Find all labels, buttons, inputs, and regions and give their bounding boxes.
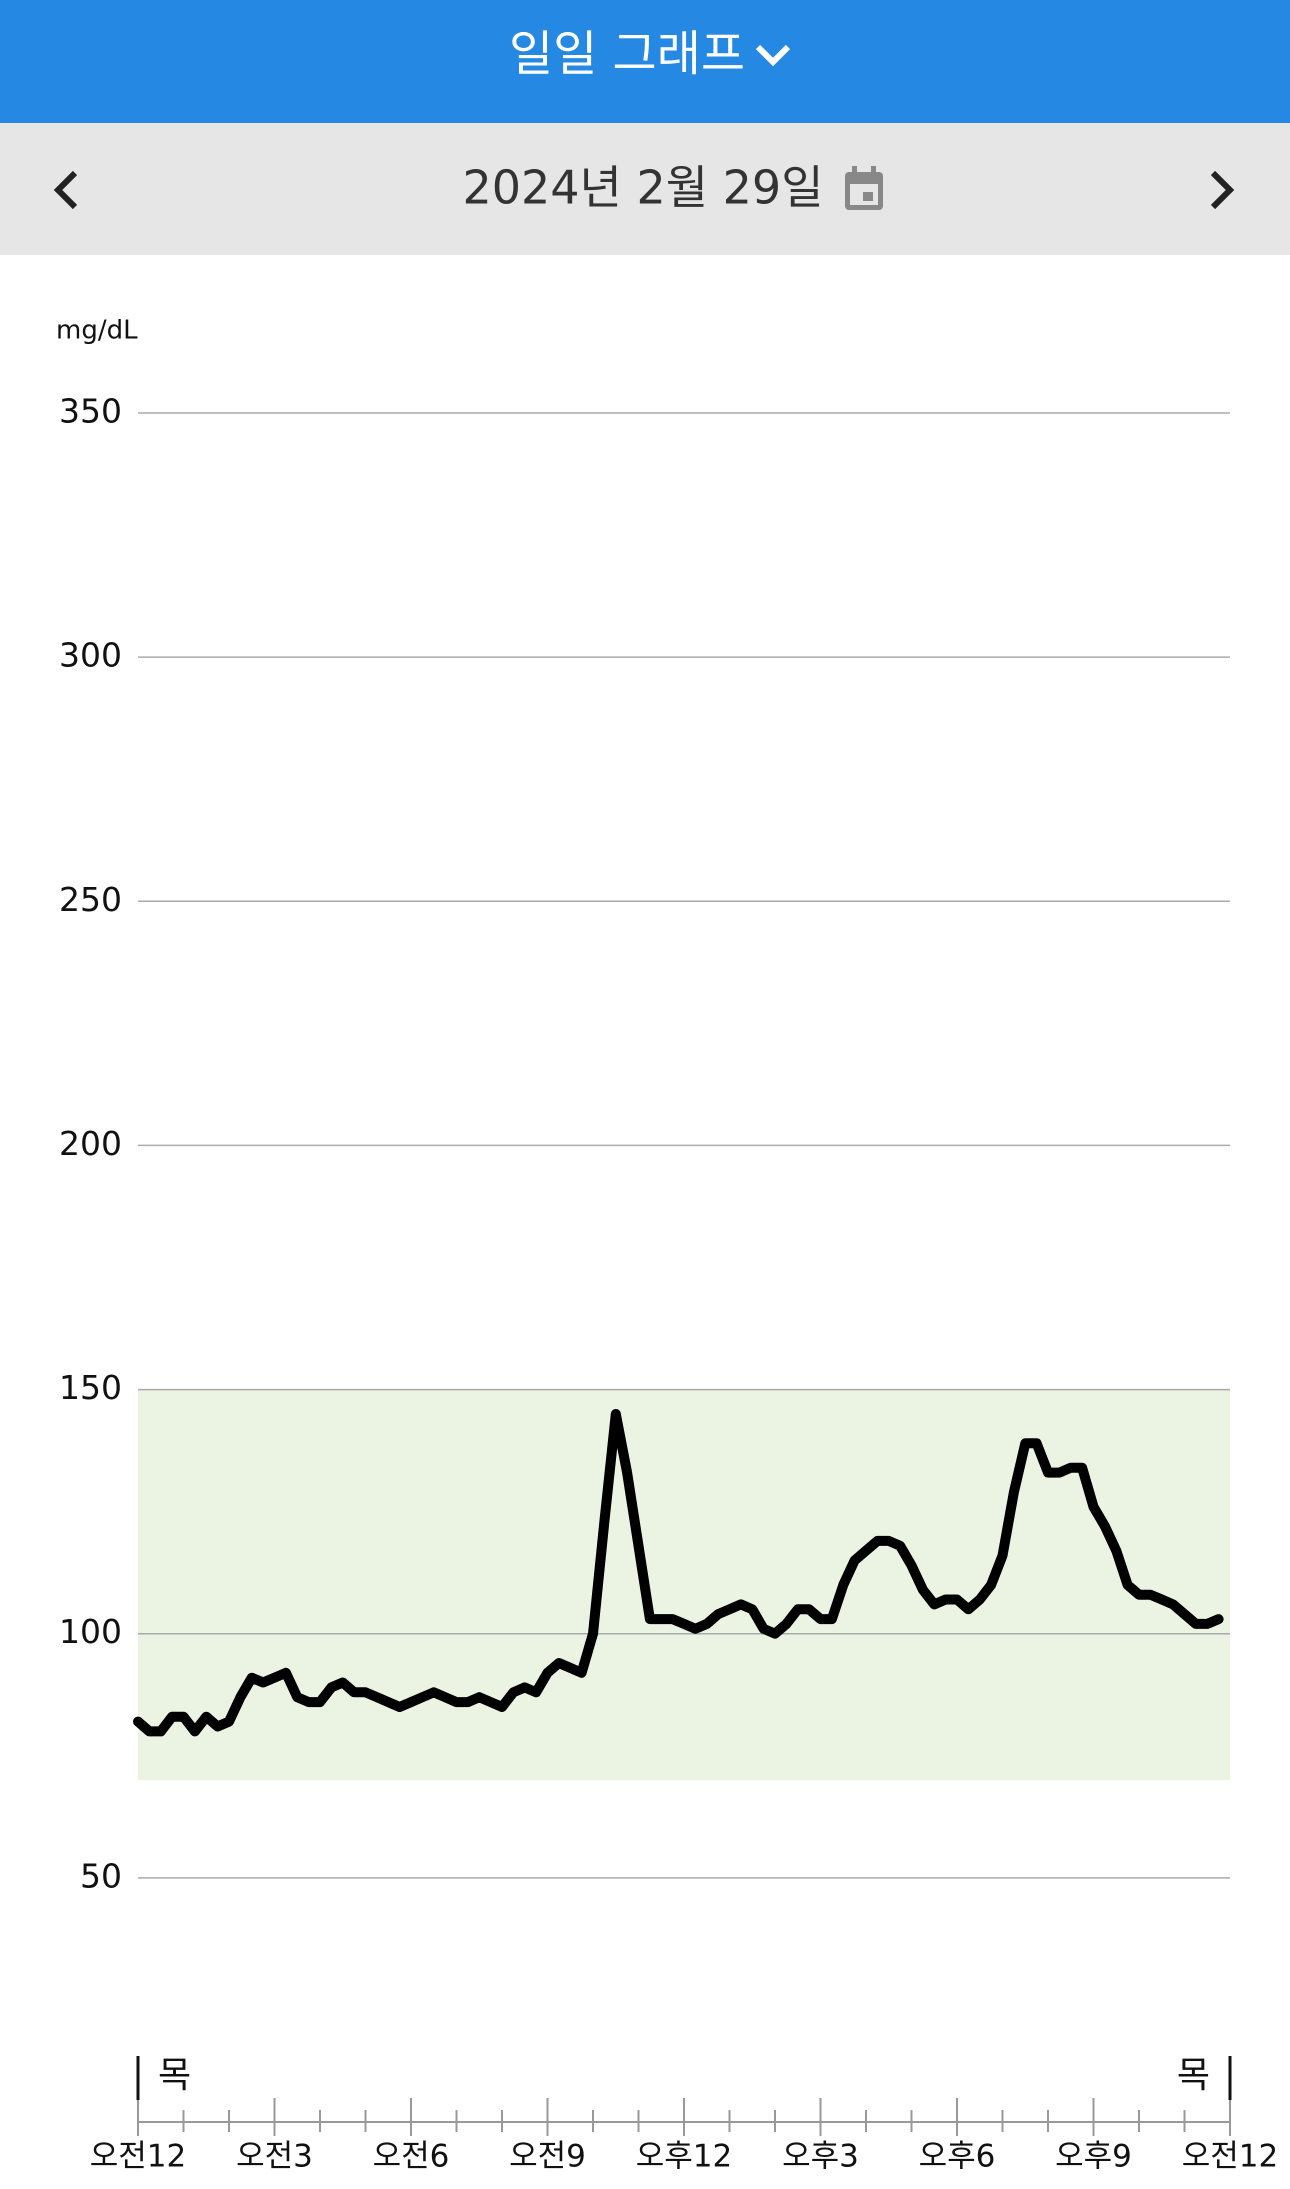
y-tick-label: 150	[59, 1368, 122, 1407]
dropdown-chevron[interactable]	[755, 44, 791, 67]
target-range-band	[138, 1389, 1230, 1781]
date-label: 2024년 2월 29일	[462, 161, 823, 215]
y-tick-label: 350	[59, 392, 122, 431]
y-tick-label: 50	[80, 1856, 122, 1895]
x-tick-label: 오후9	[1055, 2139, 1132, 2175]
x-tick-label: 오전9	[509, 2139, 586, 2175]
y-tick-label: 250	[59, 880, 122, 919]
y-tick-label: 300	[59, 636, 122, 675]
day-marker-label: 목	[158, 2055, 191, 2096]
x-tick-label: 오전12	[1182, 2139, 1279, 2175]
glucose-line	[133, 1409, 1224, 1737]
x-tick-label: 오후3	[782, 2139, 859, 2175]
y-tick-label: 200	[59, 1124, 122, 1163]
view-title[interactable]: 일일 그래프	[509, 26, 745, 82]
x-tick-label: 오전12	[90, 2139, 187, 2175]
day-marker-label: 목	[1177, 2055, 1210, 2096]
date-bar	[0, 123, 1290, 255]
y-axis-unit: mg/dL	[56, 316, 138, 346]
prev-day-button[interactable]	[53, 170, 78, 210]
next-day-button[interactable]	[1210, 170, 1235, 210]
top-bar	[0, 0, 1290, 123]
x-tick-label: 오후6	[919, 2139, 996, 2175]
y-tick-label: 100	[59, 1612, 122, 1651]
calendar-button[interactable]	[845, 166, 883, 210]
x-tick-label: 오전3	[236, 2139, 313, 2175]
x-tick-label: 오후12	[636, 2139, 733, 2175]
x-tick-label: 오전6	[373, 2139, 450, 2175]
